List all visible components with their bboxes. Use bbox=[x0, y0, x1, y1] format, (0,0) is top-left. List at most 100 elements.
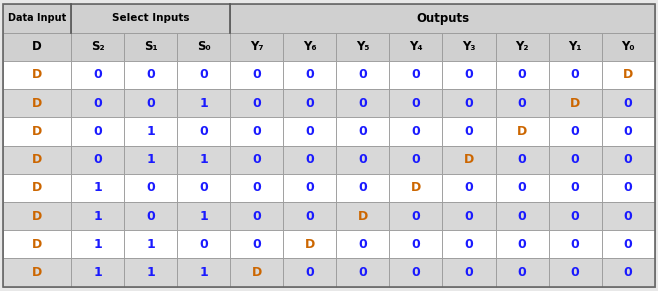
Text: Y₁: Y₁ bbox=[569, 40, 582, 53]
Bar bbox=[284, 61, 336, 89]
Bar bbox=[71, 174, 124, 202]
Bar bbox=[601, 230, 655, 258]
Text: 0: 0 bbox=[412, 210, 420, 223]
Text: 0: 0 bbox=[253, 153, 261, 166]
Bar bbox=[230, 33, 284, 61]
Text: 0: 0 bbox=[305, 97, 315, 110]
Text: 0: 0 bbox=[465, 125, 473, 138]
Text: 0: 0 bbox=[412, 238, 420, 251]
Bar bbox=[3, 174, 71, 202]
Text: 0: 0 bbox=[570, 153, 580, 166]
Text: Y₀: Y₀ bbox=[621, 40, 635, 53]
Text: S₂: S₂ bbox=[91, 40, 105, 53]
Bar bbox=[284, 146, 336, 174]
Text: 0: 0 bbox=[359, 125, 367, 138]
Bar bbox=[177, 146, 230, 174]
Bar bbox=[71, 33, 124, 61]
Text: 0: 0 bbox=[199, 68, 208, 81]
Bar bbox=[71, 61, 124, 89]
Bar bbox=[442, 33, 495, 61]
Bar bbox=[442, 61, 495, 89]
Text: D: D bbox=[32, 68, 42, 81]
Bar bbox=[549, 33, 601, 61]
Text: D: D bbox=[570, 97, 580, 110]
Bar bbox=[442, 89, 495, 117]
Bar bbox=[336, 258, 390, 287]
Text: 0: 0 bbox=[624, 153, 632, 166]
Text: Y₄: Y₄ bbox=[409, 40, 423, 53]
Bar bbox=[124, 89, 177, 117]
Bar bbox=[3, 89, 71, 117]
Text: Y₇: Y₇ bbox=[250, 40, 264, 53]
Text: 0: 0 bbox=[518, 266, 526, 279]
Text: 0: 0 bbox=[146, 68, 155, 81]
Text: 0: 0 bbox=[199, 238, 208, 251]
Text: 0: 0 bbox=[624, 266, 632, 279]
Bar bbox=[230, 202, 284, 230]
Bar bbox=[549, 117, 601, 146]
Bar bbox=[336, 117, 390, 146]
Text: D: D bbox=[32, 40, 42, 53]
Bar bbox=[124, 146, 177, 174]
Text: 0: 0 bbox=[412, 97, 420, 110]
Bar bbox=[549, 202, 601, 230]
Text: 1: 1 bbox=[93, 210, 102, 223]
Text: 0: 0 bbox=[624, 97, 632, 110]
Text: D: D bbox=[464, 153, 474, 166]
Bar bbox=[71, 4, 230, 33]
Text: Y₅: Y₅ bbox=[356, 40, 370, 53]
Text: 0: 0 bbox=[570, 238, 580, 251]
Bar bbox=[549, 258, 601, 287]
Bar bbox=[390, 89, 442, 117]
Bar bbox=[390, 174, 442, 202]
Bar bbox=[230, 4, 655, 33]
Bar bbox=[442, 117, 495, 146]
Bar bbox=[390, 258, 442, 287]
Text: 0: 0 bbox=[624, 238, 632, 251]
Bar bbox=[601, 258, 655, 287]
Text: 0: 0 bbox=[359, 153, 367, 166]
Bar bbox=[442, 258, 495, 287]
Text: 0: 0 bbox=[305, 181, 315, 194]
Bar bbox=[3, 33, 71, 61]
Bar bbox=[336, 146, 390, 174]
Bar bbox=[124, 33, 177, 61]
Text: 1: 1 bbox=[199, 266, 208, 279]
Bar bbox=[177, 202, 230, 230]
Text: 0: 0 bbox=[305, 210, 315, 223]
Bar bbox=[230, 230, 284, 258]
Text: 0: 0 bbox=[624, 125, 632, 138]
Bar bbox=[390, 117, 442, 146]
Text: D: D bbox=[305, 238, 315, 251]
Bar bbox=[3, 4, 71, 33]
Text: 0: 0 bbox=[518, 68, 526, 81]
Text: 0: 0 bbox=[412, 266, 420, 279]
Text: 0: 0 bbox=[253, 238, 261, 251]
Text: 0: 0 bbox=[253, 125, 261, 138]
Bar bbox=[71, 146, 124, 174]
Bar bbox=[124, 202, 177, 230]
Bar bbox=[177, 117, 230, 146]
Bar bbox=[124, 174, 177, 202]
Text: 0: 0 bbox=[93, 125, 102, 138]
Bar bbox=[601, 117, 655, 146]
Text: 0: 0 bbox=[359, 266, 367, 279]
Bar bbox=[336, 202, 390, 230]
Bar bbox=[549, 61, 601, 89]
Bar bbox=[124, 117, 177, 146]
Bar bbox=[601, 202, 655, 230]
Text: 0: 0 bbox=[93, 97, 102, 110]
Text: 1: 1 bbox=[199, 97, 208, 110]
Text: 1: 1 bbox=[146, 238, 155, 251]
Text: 1: 1 bbox=[146, 153, 155, 166]
Text: S₀: S₀ bbox=[197, 40, 211, 53]
Text: 0: 0 bbox=[359, 97, 367, 110]
Bar bbox=[390, 146, 442, 174]
Bar bbox=[230, 174, 284, 202]
Text: 0: 0 bbox=[93, 68, 102, 81]
Text: 1: 1 bbox=[199, 153, 208, 166]
Bar bbox=[284, 33, 336, 61]
Text: 0: 0 bbox=[570, 266, 580, 279]
Bar bbox=[124, 61, 177, 89]
Text: D: D bbox=[32, 266, 42, 279]
